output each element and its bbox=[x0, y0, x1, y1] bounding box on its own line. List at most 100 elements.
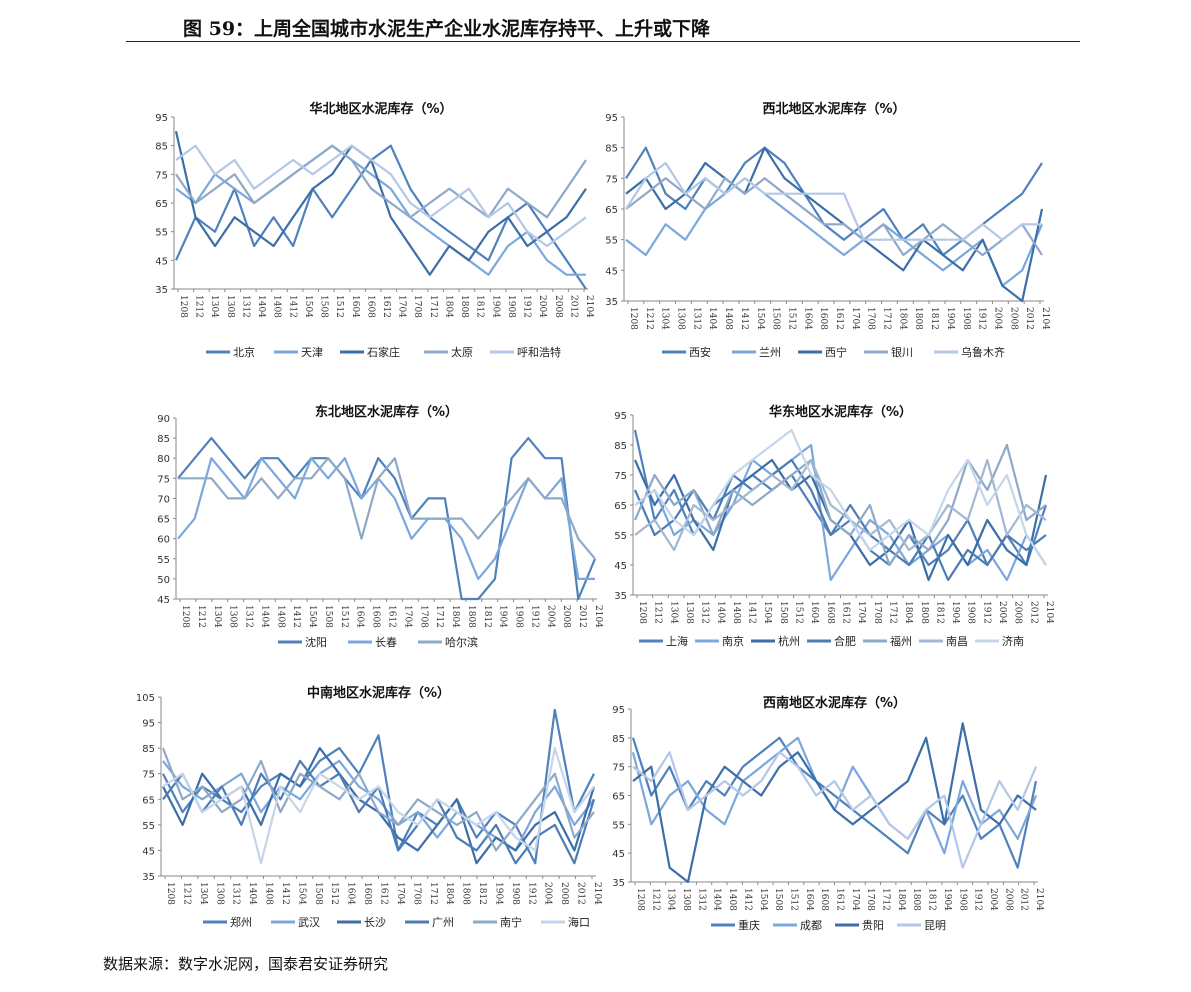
chart-title: 东北地区水泥库存（%） bbox=[315, 404, 458, 420]
x-tick-label: 1908 bbox=[514, 605, 524, 628]
chart-svg-northwest: 西北地区水泥库存（%） 35 45 55 65 75 85 95 1208 1212 1304 130… bbox=[605, 101, 1050, 359]
x-tick-label: 2012 bbox=[1024, 307, 1034, 330]
legend-label: 昆明 bbox=[924, 919, 946, 932]
x-tick-label: 1308 bbox=[684, 601, 694, 624]
legend-label: 广州 bbox=[432, 916, 454, 929]
series-line-5 bbox=[634, 458, 1047, 552]
series-line-3 bbox=[632, 751, 1038, 869]
y-tick-label: 65 bbox=[605, 205, 618, 216]
x-tick-label: 1308 bbox=[676, 307, 686, 330]
x-tick-label: 1812 bbox=[929, 307, 939, 330]
x-tick-label: 1504 bbox=[758, 888, 768, 911]
x-tick-label: 1308 bbox=[681, 888, 691, 911]
y-tick-label: 35 bbox=[142, 872, 155, 883]
x-tick-label: 2008 bbox=[1013, 601, 1023, 624]
x-tick-label: 1608 bbox=[365, 295, 375, 318]
x-tick-label: 1508 bbox=[313, 882, 323, 905]
chart-title: 西南地区水泥库存（%） bbox=[763, 695, 906, 711]
y-tick-label: 85 bbox=[614, 441, 627, 452]
x-tick-label: 1612 bbox=[834, 307, 844, 330]
x-tick-label: 1404 bbox=[715, 601, 725, 624]
figure-title: 图 59：上周全国城市水泥生产企业水泥库存持平、上升或下降 bbox=[183, 18, 711, 40]
legend-label: 石家庄 bbox=[367, 345, 400, 359]
legend-label: 乌鲁木齐 bbox=[961, 345, 1005, 359]
x-tick-label: 1312 bbox=[240, 295, 250, 318]
series-line-0 bbox=[625, 146, 1043, 257]
x-tick-label: 1512 bbox=[788, 888, 798, 911]
y-tick-label: 35 bbox=[612, 878, 625, 889]
x-tick-label: 1808 bbox=[913, 307, 923, 330]
y-tick-label: 75 bbox=[612, 763, 625, 774]
x-tick-label: 1212 bbox=[194, 295, 204, 318]
x-tick-label: 1408 bbox=[275, 605, 285, 628]
y-tick-label: 95 bbox=[614, 411, 627, 422]
x-tick-label: 2004 bbox=[537, 295, 547, 318]
y-tick-label: 105 bbox=[136, 693, 155, 704]
y-tick-label: 45 bbox=[155, 256, 168, 267]
y-tick-label: 45 bbox=[605, 266, 618, 277]
x-tick-label: 1408 bbox=[727, 888, 737, 911]
x-tick-label: 1708 bbox=[418, 605, 428, 628]
series-line-4 bbox=[175, 144, 587, 248]
x-tick-label: 1608 bbox=[362, 882, 372, 905]
x-tick-label: 1808 bbox=[466, 605, 476, 628]
x-tick-label: 2004 bbox=[988, 888, 998, 911]
x-tick-label: 1212 bbox=[644, 307, 654, 330]
x-tick-label: 1804 bbox=[444, 882, 454, 905]
legend-label: 南京 bbox=[722, 634, 744, 648]
legend-label: 上海 bbox=[666, 634, 688, 648]
x-tick-label: 1712 bbox=[428, 295, 438, 318]
x-tick-label: 1708 bbox=[866, 307, 876, 330]
x-tick-label: 1508 bbox=[778, 601, 788, 624]
chart-svg-north-china: 华北地区水泥库存（%） 35 45 55 65 75 85 95 1208 1212 1304 130… bbox=[155, 101, 594, 359]
legend-label: 长沙 bbox=[364, 916, 386, 929]
chart-north-china: 华北地区水泥库存（%） 35 45 55 65 75 85 95 1208 1212 1304 130… bbox=[148, 88, 598, 373]
chart-title: 西北地区水泥库存（%） bbox=[762, 101, 905, 117]
x-tick-label: 1912 bbox=[529, 605, 539, 628]
x-tick-label: 1612 bbox=[379, 882, 389, 905]
series-line-2 bbox=[632, 722, 1037, 884]
legend-label: 郑州 bbox=[230, 915, 252, 929]
y-tick-label: 55 bbox=[612, 820, 625, 831]
x-tick-label: 1812 bbox=[927, 888, 937, 911]
series-line-2 bbox=[178, 457, 596, 560]
x-tick-label: 2104 bbox=[584, 295, 594, 318]
x-tick-label: 1712 bbox=[428, 882, 438, 905]
x-tick-label: 2012 bbox=[576, 882, 586, 905]
x-tick-label: 1412 bbox=[287, 295, 297, 318]
x-tick-label: 1612 bbox=[381, 295, 391, 318]
x-tick-label: 2104 bbox=[1034, 888, 1044, 911]
x-tick-label: 1304 bbox=[198, 882, 208, 905]
x-tick-label: 2104 bbox=[1044, 601, 1054, 624]
x-tick-label: 1404 bbox=[259, 605, 269, 628]
x-tick-label: 1212 bbox=[196, 605, 206, 628]
y-tick-label: 55 bbox=[157, 555, 170, 566]
x-tick-label: 1908 bbox=[961, 307, 971, 330]
x-tick-label: 1704 bbox=[856, 601, 866, 624]
x-tick-label: 1412 bbox=[747, 601, 757, 624]
x-tick-label: 1812 bbox=[475, 295, 485, 318]
y-tick-label: 55 bbox=[605, 236, 618, 247]
x-tick-label: 2008 bbox=[1003, 888, 1013, 911]
y-tick-label: 65 bbox=[155, 199, 168, 210]
x-tick-label: 2008 bbox=[559, 882, 569, 905]
legend-label: 北京 bbox=[233, 345, 255, 359]
x-tick-label: 1708 bbox=[872, 601, 882, 624]
x-tick-label: 1208 bbox=[178, 295, 188, 318]
x-tick-label: 1908 bbox=[966, 601, 976, 624]
x-tick-label: 2104 bbox=[1040, 307, 1050, 330]
x-tick-label: 1612 bbox=[387, 605, 397, 628]
legend-label: 太原 bbox=[451, 346, 473, 359]
legend-label: 南昌 bbox=[946, 635, 968, 648]
legend-label: 南宁 bbox=[500, 915, 522, 929]
chart-title: 华北地区水泥库存（%） bbox=[309, 101, 452, 117]
series-line-0 bbox=[174, 144, 587, 290]
y-tick-label: 75 bbox=[155, 170, 168, 181]
x-tick-label: 2004 bbox=[545, 605, 555, 628]
y-tick-label: 95 bbox=[155, 113, 168, 124]
x-tick-label: 1604 bbox=[355, 605, 365, 628]
x-tick-label: 1212 bbox=[653, 601, 663, 624]
x-tick-label: 1708 bbox=[865, 888, 875, 911]
legend-label: 西宁 bbox=[825, 345, 847, 359]
x-tick-label: 1904 bbox=[942, 888, 952, 911]
